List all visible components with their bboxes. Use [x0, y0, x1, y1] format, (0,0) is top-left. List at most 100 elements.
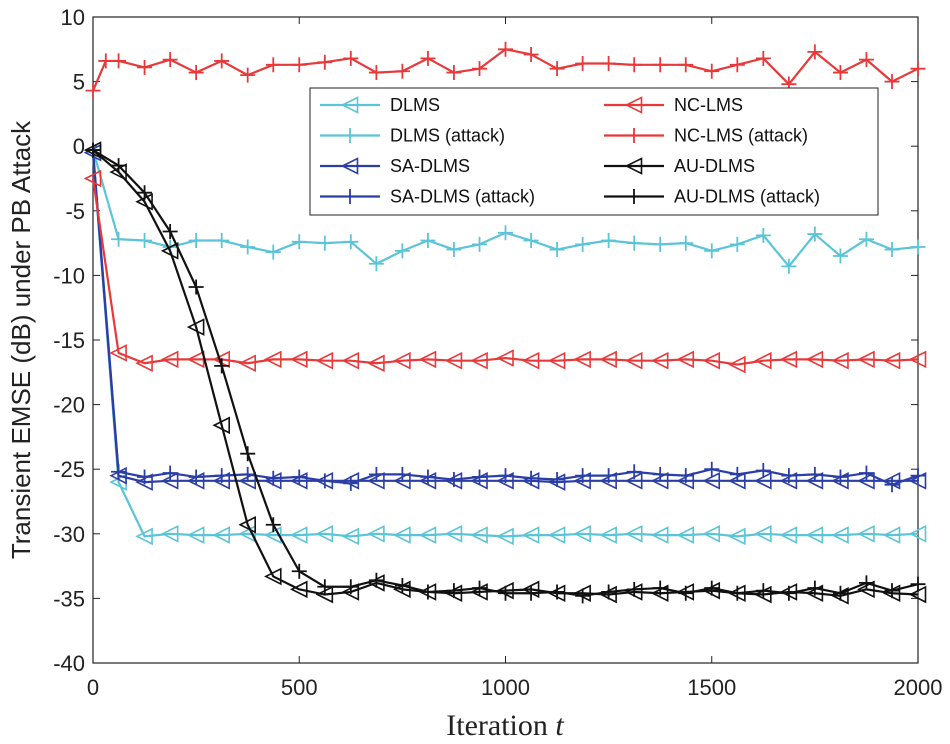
- series-au-dlms-attack-marker: [368, 572, 384, 588]
- series-sa-dlms-attack-marker: [265, 470, 281, 486]
- series-nc-lms-attack-marker: [162, 52, 178, 68]
- series-dlms-attack-marker: [858, 231, 874, 247]
- x-axis-label-var: t: [555, 709, 564, 742]
- series-au-dlms-attack-marker: [472, 580, 488, 596]
- series-nc-lms-attack-marker: [472, 61, 488, 77]
- legend-au-dlms-attack-marker: [626, 189, 642, 204]
- series-dlms-marker: [779, 526, 798, 544]
- legend-nc-lms-attack-marker: [626, 128, 642, 143]
- series-sa-dlms-attack-marker: [137, 469, 153, 485]
- series-au-dlms-attack-marker: [858, 575, 874, 591]
- series-sa-dlms-attack-marker: [858, 465, 874, 481]
- series-dlms-marker: [496, 527, 514, 546]
- series-au-dlms-attack-marker: [111, 158, 127, 174]
- series-dlms-attack-marker: [368, 256, 384, 272]
- series-dlms-attack-marker: [420, 233, 436, 249]
- series-dlms-attack-marker: [729, 236, 745, 252]
- x-tick-label: 1000: [481, 675, 530, 700]
- series-sa-dlms-attack-marker: [162, 465, 178, 481]
- series-layer: [83, 41, 927, 605]
- series-nc-lms-attack-marker: [317, 54, 333, 70]
- y-tick-label: 10: [61, 5, 85, 30]
- legend-item-nc-lms: NC-LMS: [604, 95, 743, 115]
- series-dlms-marker: [650, 526, 669, 544]
- series-nc-lms-attack-marker: [704, 63, 720, 79]
- series-nc-lms-marker: [702, 351, 721, 370]
- series-sa-dlms-attack-marker: [317, 473, 333, 489]
- series-dlms-attack-marker: [575, 236, 591, 252]
- series-nc-lms-attack-marker: [98, 53, 114, 69]
- legend-label: AU-DLMS: [674, 156, 755, 176]
- series-sa-dlms-attack: [85, 142, 926, 493]
- y-tick-label: -10: [53, 263, 85, 288]
- legend-au-dlms-marker: [624, 157, 643, 175]
- series-nc-lms-attack-marker: [498, 41, 513, 57]
- series-sa-dlms-attack-marker: [111, 464, 127, 480]
- series-au-dlms-attack-marker: [832, 585, 848, 601]
- series-au-dlms-attack-marker: [420, 584, 436, 600]
- series-au-dlms-attack-marker: [162, 223, 178, 239]
- series-dlms-marker: [624, 525, 643, 543]
- series-nc-lms-attack-marker: [910, 61, 926, 77]
- series-dlms-marker: [857, 525, 875, 543]
- series-dlms-attack: [85, 142, 926, 274]
- series-nc-lms-marker: [728, 355, 746, 374]
- y-axis-label: Transient EMSE (dB) under PB Attack: [6, 120, 36, 559]
- series-dlms: [83, 143, 927, 546]
- series-nc-lms-marker: [496, 349, 514, 367]
- series-nc-lms-attack-marker: [265, 57, 281, 73]
- series-nc-lms-marker: [831, 351, 849, 370]
- series-dlms-attack-marker: [214, 233, 230, 249]
- series-sa-dlms-attack-marker: [523, 470, 539, 486]
- series-nc-lms-marker: [315, 351, 334, 370]
- series-au-dlms-attack-marker: [85, 142, 101, 158]
- series-nc-lms-marker: [393, 351, 411, 370]
- series-au-dlms-attack-marker: [755, 583, 771, 599]
- series-nc-lms-attack-marker: [188, 65, 204, 81]
- series-au-dlms-marker: [289, 580, 308, 599]
- series-dlms-attack-marker: [394, 243, 410, 259]
- series-nc-lms-attack-line: [91, 48, 919, 92]
- series-nc-lms-attack: [85, 41, 926, 99]
- y-tick-label: -5: [65, 199, 85, 224]
- series-nc-lms-attack-marker: [343, 50, 359, 66]
- series-nc-lms-marker: [779, 350, 798, 369]
- series-nc-lms-marker: [650, 351, 669, 370]
- series-dlms-attack-marker: [265, 244, 281, 260]
- series-sa-dlms-attack-marker: [420, 469, 436, 485]
- series-dlms-attack-marker: [549, 242, 565, 258]
- legend-label: NC-LMS: [674, 95, 743, 115]
- series-dlms-attack-marker: [523, 233, 539, 249]
- series-dlms-marker: [599, 526, 617, 544]
- series-dlms-marker: [160, 525, 179, 543]
- legend-item-au-dlms-attack: AU-DLMS (attack): [604, 187, 820, 207]
- series-sa-dlms-attack-marker: [240, 466, 256, 482]
- series-dlms-marker: [754, 525, 772, 543]
- series-nc-lms-attack-marker: [368, 65, 384, 81]
- series-dlms-attack-marker: [446, 242, 462, 258]
- series-nc-lms-marker: [263, 350, 282, 369]
- series-sa-dlms-attack-marker: [678, 468, 694, 484]
- series-nc-lms-marker: [754, 351, 772, 370]
- series-nc-lms-marker: [521, 351, 540, 370]
- series-au-dlms-attack-marker: [343, 579, 359, 595]
- series-au-dlms-attack-marker: [652, 580, 668, 596]
- series-dlms-attack-marker: [291, 234, 307, 250]
- series-au-dlms-attack-marker: [729, 585, 745, 601]
- series-nc-lms-marker: [573, 350, 591, 369]
- series-sa-dlms-attack-marker: [704, 461, 720, 477]
- y-tick-label: 5: [73, 70, 85, 95]
- series-nc-lms-marker: [444, 351, 463, 370]
- series-au-dlms-attack-marker: [575, 588, 591, 604]
- legend-item-au-dlms: AU-DLMS: [604, 156, 755, 176]
- series-nc-lms-attack-marker: [549, 61, 565, 77]
- series-dlms-attack-marker: [188, 233, 204, 249]
- series-au-dlms-attack-marker: [626, 581, 642, 597]
- series-au-dlms-attack-marker: [317, 579, 333, 595]
- series-au-dlms-marker: [238, 515, 256, 534]
- series-au-dlms-marker: [160, 242, 179, 260]
- series-au-dlms-attack-marker: [601, 584, 617, 600]
- legend-sa-dlms-marker: [340, 157, 359, 175]
- series-sa-dlms-attack-marker: [498, 468, 513, 484]
